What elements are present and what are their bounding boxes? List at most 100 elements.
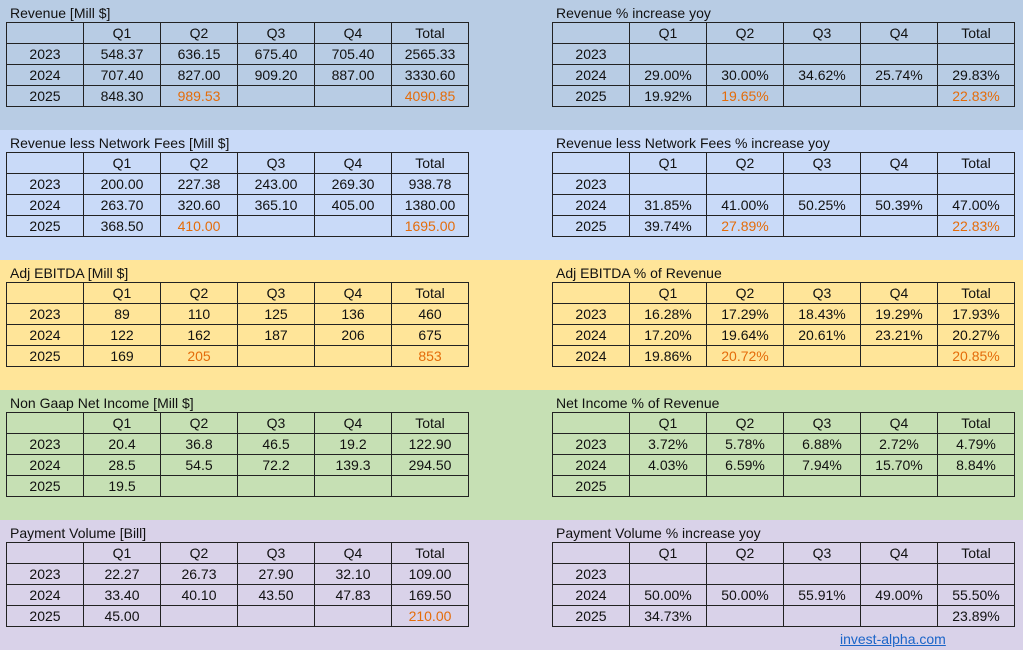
column-header: Q4 bbox=[314, 282, 392, 304]
column-header bbox=[6, 412, 84, 434]
header-row: Q1 Q2 Q3 Q4 Total bbox=[6, 282, 469, 304]
value-cell: 55.91% bbox=[783, 584, 861, 606]
column-header: Q1 bbox=[83, 542, 161, 564]
revenue-less-network-fees-right-title: Revenue less Network Fees % increase yoy bbox=[556, 135, 830, 151]
column-header: Q2 bbox=[706, 22, 784, 44]
table-row: 2025 bbox=[552, 475, 1015, 497]
value-cell: 23.21% bbox=[860, 324, 938, 346]
non-gaap-net-income-left-title: Non Gaap Net Income [Mill $] bbox=[10, 395, 194, 411]
value-cell bbox=[706, 563, 784, 585]
table-row: 2023 89 110 125 136 460 bbox=[6, 303, 469, 325]
value-cell: 46.5 bbox=[237, 433, 315, 455]
column-header: Total bbox=[391, 412, 469, 434]
table-row: 2024 19.86% 20.72% 20.85% bbox=[552, 345, 1015, 367]
header-row: Q1 Q2 Q3 Q4 Total bbox=[6, 152, 469, 174]
value-cell: 705.40 bbox=[314, 43, 392, 65]
column-header bbox=[552, 152, 630, 174]
value-cell bbox=[706, 605, 784, 627]
value-cell: 125 bbox=[237, 303, 315, 325]
value-cell bbox=[629, 173, 707, 195]
column-header: Q1 bbox=[629, 542, 707, 564]
table-row: 2024 4.03% 6.59% 7.94% 15.70% 8.84% bbox=[552, 454, 1015, 476]
value-cell bbox=[629, 563, 707, 585]
adj-ebitda-section: Adj EBITDA [Mill $] Q1 Q2 Q3 Q4 Total 2023 89 11… bbox=[0, 260, 1023, 390]
value-cell: 136 bbox=[314, 303, 392, 325]
table-row: 2024 122 162 187 206 675 bbox=[6, 324, 469, 346]
column-header: Q3 bbox=[237, 152, 315, 174]
table-row: 2025 169 205 853 bbox=[6, 345, 469, 367]
column-header: Q3 bbox=[237, 22, 315, 44]
column-header: Total bbox=[937, 22, 1015, 44]
value-cell bbox=[783, 345, 861, 367]
column-header: Q2 bbox=[706, 412, 784, 434]
value-cell bbox=[937, 173, 1015, 195]
non-gaap-net-income-section: Non Gaap Net Income [Mill $] Q1 Q2 Q3 Q4 Tota… bbox=[0, 390, 1023, 520]
value-cell bbox=[160, 605, 238, 627]
table-row: 2024 29.00% 30.00% 34.62% 25.74% 29.83% bbox=[552, 64, 1015, 86]
table-row: 2024 17.20% 19.64% 20.61% 23.21% 20.27% bbox=[552, 324, 1015, 346]
value-cell: 50.39% bbox=[860, 194, 938, 216]
table-row: 2024 33.40 40.10 43.50 47.83 169.50 bbox=[6, 584, 469, 606]
value-cell: 3330.60 bbox=[391, 64, 469, 86]
value-cell: 34.62% bbox=[783, 64, 861, 86]
value-cell: 50.00% bbox=[629, 584, 707, 606]
column-header: Q3 bbox=[237, 412, 315, 434]
value-cell: 20.61% bbox=[783, 324, 861, 346]
value-cell: 320.60 bbox=[160, 194, 238, 216]
column-header: Total bbox=[937, 282, 1015, 304]
value-cell: 40.10 bbox=[160, 584, 238, 606]
value-cell bbox=[860, 605, 938, 627]
column-header: Q1 bbox=[629, 412, 707, 434]
year-cell: 2024 bbox=[552, 454, 630, 476]
table-row: 2024 263.70 320.60 365.10 405.00 1380.00 bbox=[6, 194, 469, 216]
table-row: 2024 50.00% 50.00% 55.91% 49.00% 55.50% bbox=[552, 584, 1015, 606]
value-cell: 707.40 bbox=[83, 64, 161, 86]
value-cell bbox=[937, 43, 1015, 65]
value-cell bbox=[783, 215, 861, 237]
value-cell: 206 bbox=[314, 324, 392, 346]
value-cell bbox=[237, 345, 315, 367]
column-header: Q3 bbox=[783, 542, 861, 564]
value-cell: 54.5 bbox=[160, 454, 238, 476]
value-cell: 50.25% bbox=[783, 194, 861, 216]
value-cell: 827.00 bbox=[160, 64, 238, 86]
value-cell: 22.83% bbox=[937, 215, 1015, 237]
value-cell: 23.89% bbox=[937, 605, 1015, 627]
year-cell: 2023 bbox=[6, 563, 84, 585]
value-cell bbox=[860, 85, 938, 107]
header-row: Q1 Q2 Q3 Q4 Total bbox=[552, 282, 1015, 304]
value-cell: 36.8 bbox=[160, 433, 238, 455]
value-cell: 4090.85 bbox=[391, 85, 469, 107]
value-cell: 20.27% bbox=[937, 324, 1015, 346]
value-cell: 25.74% bbox=[860, 64, 938, 86]
year-cell: 2025 bbox=[6, 215, 84, 237]
value-cell bbox=[237, 215, 315, 237]
column-header: Q1 bbox=[83, 152, 161, 174]
value-cell: 938.78 bbox=[391, 173, 469, 195]
non-gaap-net-income-right-table: Q1 Q2 Q3 Q4 Total 2023 3.72% 5.78% 6.88% 2.72% 4.7… bbox=[552, 412, 1015, 497]
column-header: Q3 bbox=[237, 282, 315, 304]
column-header: Q4 bbox=[314, 412, 392, 434]
value-cell: 6.88% bbox=[783, 433, 861, 455]
revenue-less-network-fees-right-table: Q1 Q2 Q3 Q4 Total 2023 2024 31.85% 41.00% 50.25% 5… bbox=[552, 152, 1015, 237]
column-header: Q2 bbox=[160, 152, 238, 174]
value-cell bbox=[783, 475, 861, 497]
column-header: Q4 bbox=[860, 412, 938, 434]
column-header: Total bbox=[391, 282, 469, 304]
adj-ebitda-right-table: Q1 Q2 Q3 Q4 Total 2023 16.28% 17.29% 18.43% 19.29… bbox=[552, 282, 1015, 367]
invest-alpha-link[interactable]: invest-alpha.com bbox=[840, 631, 946, 647]
value-cell: 1695.00 bbox=[391, 215, 469, 237]
year-cell: 2024 bbox=[552, 194, 630, 216]
value-cell: 27.89% bbox=[706, 215, 784, 237]
header-row: Q1 Q2 Q3 Q4 Total bbox=[6, 542, 469, 564]
payment-volume-right-title: Payment Volume % increase yoy bbox=[556, 525, 761, 541]
year-cell: 2024 bbox=[6, 64, 84, 86]
column-header bbox=[6, 282, 84, 304]
value-cell: 17.93% bbox=[937, 303, 1015, 325]
table-row: 2023 bbox=[552, 563, 1015, 585]
column-header: Q3 bbox=[783, 152, 861, 174]
header-row: Q1 Q2 Q3 Q4 Total bbox=[6, 22, 469, 44]
payment-volume-left-title: Payment Volume [Bill] bbox=[10, 525, 147, 541]
value-cell: 15.70% bbox=[860, 454, 938, 476]
table-row: 2025 19.5 bbox=[6, 475, 469, 497]
